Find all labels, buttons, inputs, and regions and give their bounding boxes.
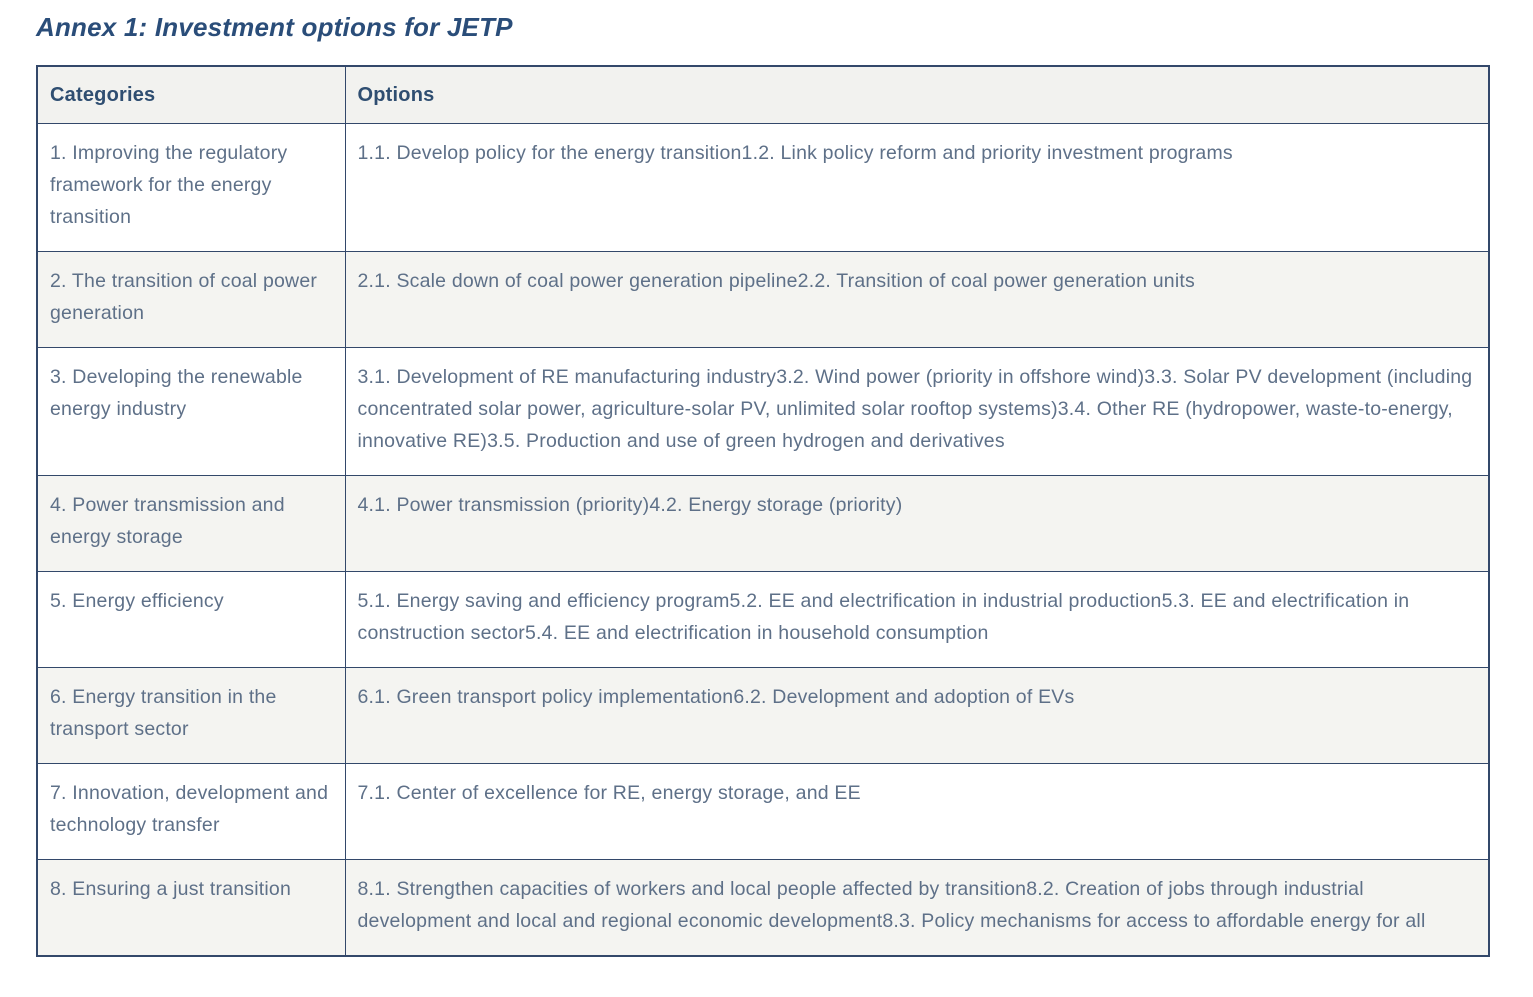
option-item: 6.1. Green transport policy implementati… xyxy=(357,686,734,708)
option-item: 1.2. Link policy reform and priority inv… xyxy=(741,142,1233,164)
table-row: 7. Innovation, development and technolog… xyxy=(36,763,1490,860)
option-item: 7.1. Center of excellence for RE, energy… xyxy=(357,782,861,804)
option-item: 4.1. Power transmission (priority) xyxy=(357,494,650,516)
option-item: 5.3. EE and electrification in construct… xyxy=(357,590,1410,644)
table-header-row: Categories Options xyxy=(36,65,1490,124)
column-header-categories: Categories xyxy=(36,65,346,124)
table-row: 8. Ensuring a just transition 8.1. Streng… xyxy=(36,859,1490,957)
option-item: 2.1. Scale down of coal power generation… xyxy=(357,270,798,292)
option-item: 3.1. Development of RE manufacturing ind… xyxy=(357,366,777,388)
options-cell: 4.1. Power transmission (priority)4.2. E… xyxy=(344,475,1490,572)
category-cell: 3. Developing the renewable energy indus… xyxy=(36,347,346,476)
option-item: 2.2. Transition of coal power generation… xyxy=(797,270,1195,292)
option-item: 3.4. Other RE (hydropower, waste-to-ener… xyxy=(357,398,1453,452)
option-item: 3.2. Wind power (priority in offshore wi… xyxy=(776,366,1145,388)
option-item: 8.3. Policy mechanisms for access to aff… xyxy=(882,910,1426,932)
options-cell: 7.1. Center of excellence for RE, energy… xyxy=(344,763,1490,860)
options-cell: 6.1. Green transport policy implementati… xyxy=(344,667,1490,764)
page-title: Annex 1: Investment options for JETP xyxy=(36,12,513,42)
option-item: 5.1. Energy saving and efficiency progra… xyxy=(357,590,730,612)
table-row: 3. Developing the renewable energy indus… xyxy=(36,347,1490,476)
category-cell: 2. The transition of coal power generati… xyxy=(36,251,346,348)
table-row: 2. The transition of coal power generati… xyxy=(36,251,1490,348)
table-row: 4. Power transmission and energy storage… xyxy=(36,475,1490,572)
option-item: 4.2. Energy storage (priority) xyxy=(649,494,903,516)
option-item: 5.2. EE and electrification in industria… xyxy=(729,590,1162,612)
category-cell: 6. Energy transition in the transport se… xyxy=(36,667,346,764)
table-row: 5. Energy efficiency 5.1. Energy saving a… xyxy=(36,571,1490,668)
category-cell: 8. Ensuring a just transition xyxy=(36,859,346,957)
column-header-options: Options xyxy=(344,65,1490,124)
options-cell: 3.1. Development of RE manufacturing ind… xyxy=(344,347,1490,476)
table-row: 1. Improving the regulatory framework fo… xyxy=(36,123,1490,252)
category-cell: 4. Power transmission and energy storage xyxy=(36,475,346,572)
category-cell: 1. Improving the regulatory framework fo… xyxy=(36,123,346,252)
investment-options-table: Categories Options 1. Improving the regu… xyxy=(36,65,1490,957)
option-item: 8.1. Strengthen capacities of workers an… xyxy=(357,878,1027,900)
option-item: 8.2. Creation of jobs through industrial… xyxy=(357,878,1364,932)
option-item: 6.2. Development and adoption of EVs xyxy=(733,686,1075,708)
options-cell: 1.1. Develop policy for the energy trans… xyxy=(344,123,1490,252)
options-cell: 2.1. Scale down of coal power generation… xyxy=(344,251,1490,348)
option-item: 3.5. Production and use of green hydroge… xyxy=(487,430,1005,452)
table-row: 6. Energy transition in the transport se… xyxy=(36,667,1490,764)
options-cell: 8.1. Strengthen capacities of workers an… xyxy=(344,859,1490,957)
table-body: 1. Improving the regulatory framework fo… xyxy=(36,123,1490,957)
category-cell: 7. Innovation, development and technolog… xyxy=(36,763,346,860)
option-item: 1.1. Develop policy for the energy trans… xyxy=(357,142,742,164)
option-item: 5.4. EE and electrification in household… xyxy=(524,622,989,644)
options-cell: 5.1. Energy saving and efficiency progra… xyxy=(344,571,1490,668)
category-cell: 5. Energy efficiency xyxy=(36,571,346,668)
option-item: 3.3. Solar PV development (including con… xyxy=(357,366,1473,420)
